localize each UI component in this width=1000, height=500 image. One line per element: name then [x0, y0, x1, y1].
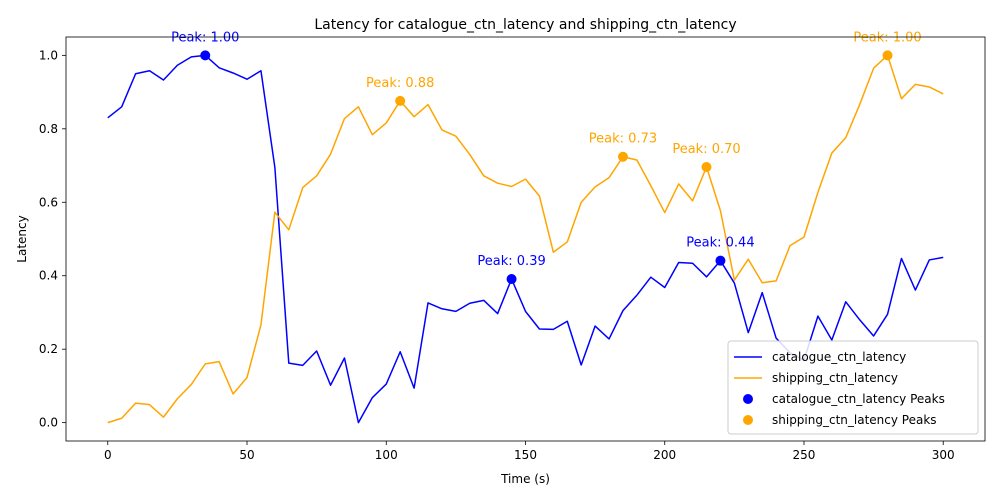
- legend-box: [727, 340, 979, 435]
- x-tick-label: 250: [793, 448, 816, 462]
- y-tick-label: 0.4: [39, 269, 58, 283]
- x-tick-label: 100: [375, 448, 398, 462]
- y-axis-label: Latency: [15, 215, 29, 262]
- peak-label: Peak: 0.88: [366, 76, 434, 91]
- legend-label: catalogue_ctn_latency Peaks: [772, 392, 945, 406]
- peak-marker-catalogue_ctn_latency: [200, 50, 211, 61]
- x-tick-label: 150: [514, 448, 537, 462]
- peak-marker-shipping_ctn_latency: [882, 50, 893, 61]
- peak-label: Peak: 0.73: [589, 132, 657, 147]
- legend: catalogue_ctn_latency shipping_ctn_latenc…: [727, 340, 979, 435]
- legend-swatch-marker: [743, 415, 753, 425]
- peak-marker-shipping_ctn_latency: [617, 151, 628, 162]
- axes: 0 50 100 150 200 250 300 0.0 0.2 0.4 0.6 0.8 1.0: [39, 36, 986, 462]
- y-tick-label: 1.0: [39, 48, 58, 62]
- y-tick-label: 0.8: [39, 122, 58, 136]
- peak-label: Peak: 1.00: [171, 30, 239, 45]
- x-tick-label: 50: [239, 448, 254, 462]
- legend-label: catalogue_ctn_latency: [772, 350, 906, 364]
- legend-label: shipping_ctn_latency: [772, 371, 898, 385]
- legend-label: shipping_ctn_latency Peaks: [772, 413, 937, 427]
- x-tick-label: 0: [104, 448, 112, 462]
- x-axis-label: Time (s): [500, 472, 550, 486]
- x-tick-label: 200: [653, 448, 676, 462]
- peak-marker-shipping_ctn_latency: [701, 162, 712, 173]
- peak-marker-shipping_ctn_latency: [395, 95, 406, 106]
- peak-label: Peak: 0.39: [477, 254, 545, 269]
- peak-marker-catalogue_ctn_latency: [715, 255, 726, 266]
- peak-label: Peak: 1.00: [853, 30, 921, 45]
- x-tick-label: 300: [932, 448, 955, 462]
- legend-swatch-marker: [743, 394, 753, 404]
- series-line-shipping_ctn_latency: [107, 54, 944, 424]
- peak-label: Peak: 0.70: [672, 142, 740, 157]
- y-tick-label: 0.0: [39, 416, 58, 430]
- y-tick-label: 0.6: [39, 195, 58, 209]
- chart-title: Latency for catalogue_ctn_latency and sh…: [314, 17, 736, 33]
- plot-area: Peak: 1.00 Peak: 0.39 Peak: 0.44 Peak: 0.88…: [107, 30, 944, 424]
- peak-marker-catalogue_ctn_latency: [506, 274, 517, 285]
- y-tick-label: 0.2: [39, 342, 58, 356]
- peak-label: Peak: 0.44: [686, 236, 754, 251]
